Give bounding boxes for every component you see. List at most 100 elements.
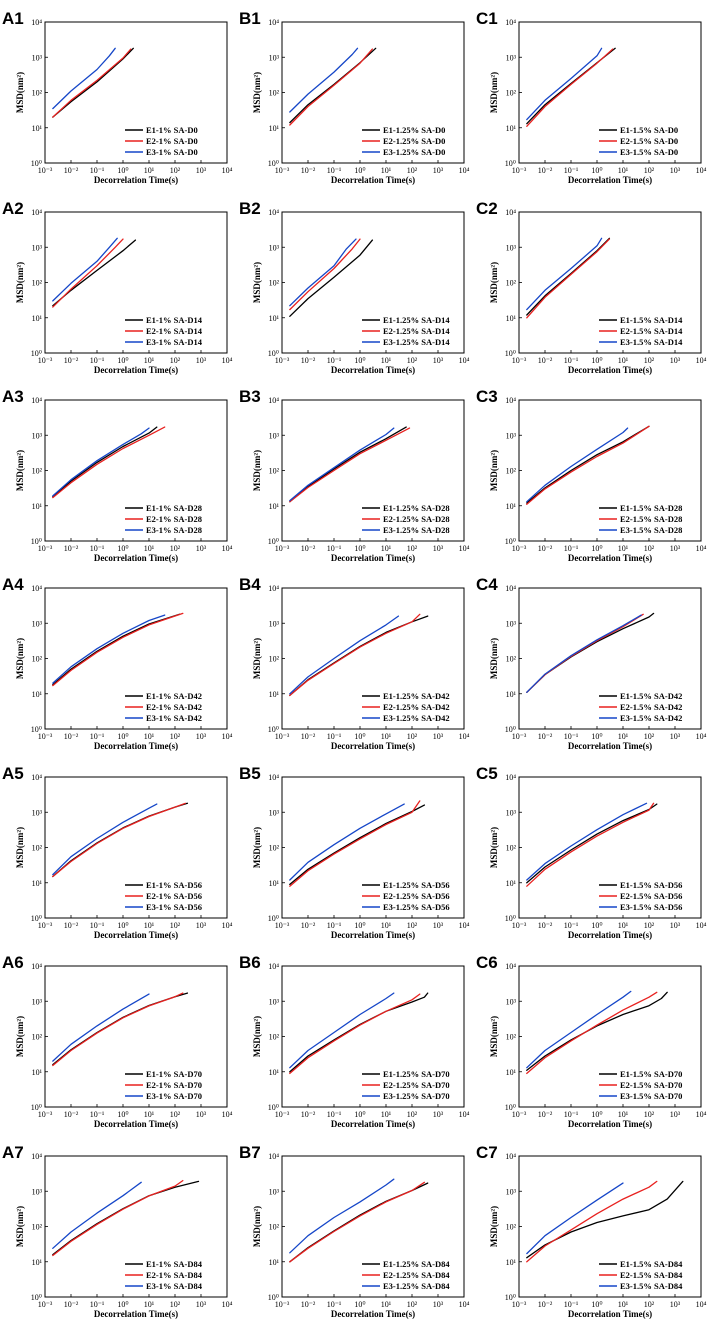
panel-c7: C7 10⁻³ 10⁻² 10⁻¹ 10⁰ 10¹ 10² 10³ 10⁴ 10⁰ 10¹ 10² 10… — [476, 1143, 707, 1319]
x-tick-label: 10² — [407, 732, 418, 741]
x-tick-label: 10⁴ — [222, 732, 233, 741]
series-line-e3 — [289, 803, 405, 881]
legend-label: E2-1% SA-D42 — [146, 702, 202, 712]
x-tick-label: 10⁻¹ — [90, 732, 105, 741]
x-tick-label: 10³ — [670, 1300, 681, 1309]
x-tick-label: 10² — [170, 544, 181, 553]
legend-label: E1-1.25% SA-D28 — [383, 503, 450, 513]
legend-label: E3-1.25% SA-D0 — [383, 147, 445, 157]
x-tick-label: 10⁻³ — [275, 166, 290, 175]
series-line-e2 — [289, 238, 361, 311]
x-tick-label: 10⁻¹ — [327, 1300, 342, 1309]
panel-label: A3 — [2, 387, 24, 406]
y-tick-label: 10¹ — [506, 879, 517, 888]
legend-label: E3-1% SA-D0 — [146, 147, 198, 157]
y-tick-label: 10¹ — [506, 1258, 517, 1267]
y-tick-label: 10⁰ — [31, 349, 42, 358]
series-line-e1 — [52, 239, 137, 307]
y-tick-label: 10² — [32, 844, 43, 853]
y-tick-label: 10² — [32, 279, 43, 288]
series-line-e3 — [526, 237, 603, 311]
panel-label: B3 — [239, 387, 261, 406]
x-tick-label: 10² — [170, 1110, 181, 1119]
x-tick-label: 10³ — [196, 1300, 207, 1309]
x-tick-label: 10¹ — [618, 356, 629, 365]
x-tick-label: 10⁻³ — [512, 544, 527, 553]
x-tick-label: 10⁻¹ — [564, 544, 579, 553]
y-tick-label: 10² — [269, 1033, 280, 1042]
series-line-e2 — [526, 991, 658, 1075]
x-tick-label: 10¹ — [381, 544, 392, 553]
y-tick-label: 10⁰ — [31, 725, 42, 734]
x-axis-label: Decorrelation Time(s) — [331, 930, 415, 940]
x-tick-label: 10⁻¹ — [564, 921, 579, 930]
series-line-e2 — [526, 613, 644, 693]
x-tick-label: 10⁻² — [64, 921, 79, 930]
x-tick-label: 10⁻³ — [275, 921, 290, 930]
legend-label: E3-1.5% SA-D70 — [620, 1091, 682, 1101]
x-tick-label: 10⁰ — [117, 1110, 128, 1119]
x-tick-label: 10⁰ — [354, 166, 365, 175]
y-tick-label: 10⁴ — [505, 396, 516, 405]
x-tick-label: 10⁻² — [538, 544, 553, 553]
x-tick-label: 10² — [407, 166, 418, 175]
y-tick-label: 10² — [506, 844, 517, 853]
legend-label: E3-1.25% SA-D14 — [383, 337, 450, 347]
y-tick-label: 10⁴ — [505, 962, 516, 971]
y-tick-label: 10¹ — [506, 124, 517, 133]
y-axis-label: MSD(nm²) — [15, 72, 25, 113]
panel-label: B1 — [239, 9, 261, 28]
series-line-e3 — [526, 427, 629, 503]
y-axis-label: MSD(nm²) — [252, 450, 262, 491]
series-line-e1 — [289, 992, 429, 1073]
legend-label: E3-1.25% SA-D56 — [383, 902, 450, 912]
x-tick-label: 10¹ — [618, 921, 629, 930]
x-tick-label: 10⁻² — [64, 1300, 79, 1309]
x-tick-label: 10⁻³ — [38, 166, 53, 175]
y-tick-label: 10¹ — [269, 124, 280, 133]
x-tick-label: 10⁰ — [591, 166, 602, 175]
x-tick-label: 10⁻³ — [275, 732, 290, 741]
y-tick-label: 10⁴ — [268, 208, 279, 217]
x-tick-label: 10⁻¹ — [327, 732, 342, 741]
x-tick-label: 10⁰ — [117, 544, 128, 553]
x-tick-label: 10¹ — [144, 1300, 155, 1309]
series-line-e1 — [526, 612, 655, 693]
panel-b6: B6 10⁻³ 10⁻² 10⁻¹ 10⁰ 10¹ 10² 10³ 10⁴ 10⁰ 10¹ 10² 10… — [239, 953, 470, 1129]
x-axis-label: Decorrelation Time(s) — [568, 741, 652, 751]
y-tick-label: 10³ — [32, 243, 43, 252]
legend-label: E3-1.5% SA-D56 — [620, 902, 682, 912]
y-tick-label: 10³ — [506, 1187, 517, 1196]
y-tick-label: 10³ — [269, 619, 280, 628]
x-tick-label: 10¹ — [381, 356, 392, 365]
y-tick-label: 10¹ — [269, 314, 280, 323]
y-tick-label: 10² — [506, 1033, 517, 1042]
series-line-e3 — [289, 47, 359, 113]
x-tick-label: 10⁰ — [591, 356, 602, 365]
y-tick-label: 10⁴ — [505, 18, 516, 27]
legend-label: E2-1.25% SA-D14 — [383, 326, 450, 336]
x-tick-label: 10¹ — [381, 1300, 392, 1309]
x-tick-label: 10⁴ — [459, 1300, 470, 1309]
panel-a5: A5 10⁻³ 10⁻² 10⁻¹ 10⁰ 10¹ 10² 10³ 10⁴ 10⁰ 10¹ 10² 10… — [2, 764, 233, 940]
x-tick-label: 10³ — [433, 1300, 444, 1309]
x-tick-label: 10⁻¹ — [327, 1110, 342, 1119]
y-tick-label: 10¹ — [32, 1258, 43, 1267]
x-axis-label: Decorrelation Time(s) — [94, 553, 178, 563]
x-tick-label: 10⁰ — [354, 1110, 365, 1119]
series-line-e1 — [289, 615, 429, 697]
panel-label: A7 — [2, 1143, 24, 1162]
y-tick-label: 10² — [269, 279, 280, 288]
y-tick-label: 10² — [506, 655, 517, 664]
y-axis-label: MSD(nm²) — [489, 1206, 499, 1247]
x-tick-label: 10⁻¹ — [90, 1300, 105, 1309]
x-tick-label: 10² — [407, 1300, 418, 1309]
series-line-e3 — [52, 803, 158, 876]
legend-label: E1-1.5% SA-D84 — [620, 1259, 683, 1269]
x-tick-label: 10¹ — [144, 166, 155, 175]
x-tick-label: 10⁻² — [538, 921, 553, 930]
y-axis-label: MSD(nm²) — [252, 262, 262, 303]
panel-a2: A2 10⁻³ 10⁻² 10⁻¹ 10⁰ 10¹ 10² 10³ 10⁴ 10⁰ 10¹ 10² 10… — [2, 199, 233, 375]
